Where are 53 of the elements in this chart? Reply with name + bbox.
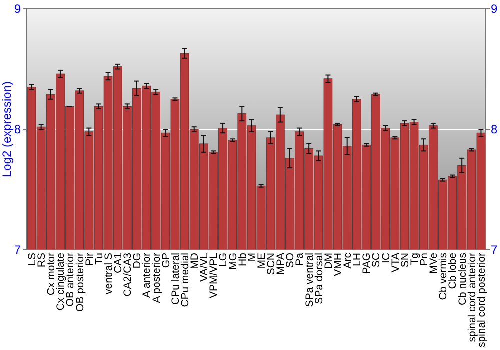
x-tick-label: LS	[26, 253, 38, 266]
x-tick-label: Tg	[408, 252, 421, 266]
x-tick-label: Pir	[84, 252, 96, 266]
x-tick-label: IC	[380, 252, 392, 264]
x-tick-label: Pn	[418, 252, 431, 266]
x-tick-label: DG	[132, 253, 144, 269]
x-tick-label: SPa ventral	[304, 253, 316, 308]
x-tick-label: VA/VL	[198, 252, 211, 282]
x-tick-label: GP	[160, 253, 172, 268]
x-tick-label: SO	[284, 253, 297, 268]
x-tick-label: Arc	[342, 253, 354, 269]
x-tick-label: SC	[370, 252, 383, 268]
y2-tick-label: 8	[491, 122, 498, 137]
x-tick-label: OB posterior	[74, 252, 86, 312]
x-tick-label: LG	[218, 253, 230, 268]
x-tick-label: VMH	[332, 253, 344, 276]
y-tick-label: 7	[14, 243, 22, 258]
x-tick-label: RS	[36, 253, 48, 268]
x-tick-label: ventral S	[102, 253, 115, 294]
x-tick-label: spinal cord posterior	[476, 252, 488, 348]
x-tick-label: VTA	[390, 253, 402, 273]
x-tick-label: Tu	[93, 252, 106, 265]
x-tick-label: Cx cingulate	[55, 252, 68, 311]
x-tick-label: OB anterior	[64, 252, 77, 307]
x-tick-label: Hb	[236, 252, 249, 266]
x-tick-label: CPu medial	[179, 253, 192, 308]
x-tick-label: CA1	[112, 252, 125, 274]
x-tick-label: MVe	[428, 252, 440, 274]
x-tick-label: LH	[352, 253, 364, 266]
x-tick-label: A anterior	[141, 252, 154, 298]
x-tick-label: MG	[227, 253, 240, 270]
x-tick-label: MD	[189, 252, 202, 270]
y-tick-label: 8	[14, 122, 22, 137]
y2-tick-label: 7	[491, 243, 498, 258]
x-tick-label: Cb nucleus	[456, 253, 469, 306]
y-axis-title: Log2 (expression)	[0, 81, 14, 178]
x-tick-label: spinal cord anterior	[466, 252, 478, 342]
x-tick-label: VPM/VPL	[208, 252, 220, 299]
x-tick-label: M	[246, 253, 258, 262]
x-tick-label: PAG	[361, 253, 374, 274]
x-tick-label: DM	[322, 253, 335, 270]
x-tick-label: CPu lateral	[170, 253, 182, 305]
x-tick-label: SN	[399, 253, 412, 268]
x-tick-label: Cb lobe	[447, 252, 460, 290]
x-tick-label: MPA	[275, 253, 288, 275]
x-tick-label: ME	[256, 253, 268, 269]
y-tick-label: 9	[14, 2, 22, 16]
x-tick-label: SCN	[266, 253, 278, 276]
x-tick-label: SPa dorsal	[313, 253, 326, 304]
x-tick-label: A posterior	[150, 252, 163, 304]
y2-tick-label: 9	[491, 2, 498, 16]
x-tick-label: CA2/CA3	[122, 252, 134, 297]
x-tick-label: Pa	[294, 252, 306, 266]
